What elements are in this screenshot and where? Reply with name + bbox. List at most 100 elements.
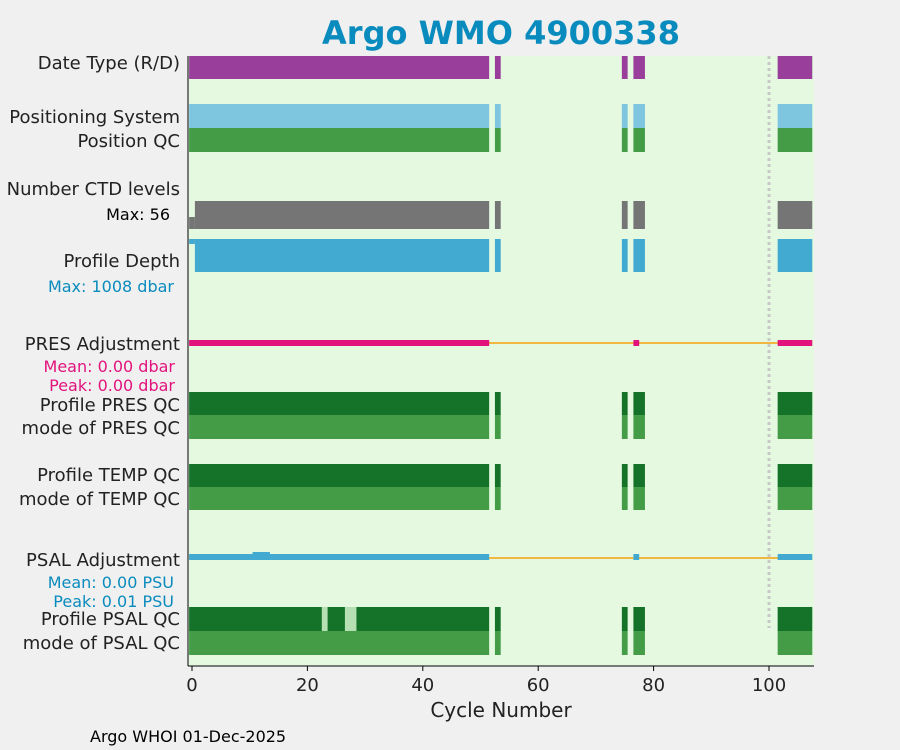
profile-pres-qc-bar-0 [189,392,490,415]
mode-temp-qc-bar-0 [189,487,490,510]
x-axis-label: Cycle Number [430,698,572,722]
ctd-bar-3 [633,201,645,229]
profile-temp-qc-bar-1 [494,464,501,487]
mode-pres-qc-bar-1 [494,415,501,439]
profile-psal-qc-light-0 [321,607,328,631]
positioning-bar-2 [621,104,628,128]
profile-psal-qc-bar-2 [621,607,628,631]
profile-pres-qc-bar-4 [777,392,813,415]
ctd-bar-4 [777,201,813,229]
mode-temp-qc-bar-4 [777,487,813,510]
date-type-bar-1 [494,56,501,79]
profile-temp-qc-bar-0 [189,464,490,487]
plot-area [188,56,814,666]
label-profile-pres-qc: Profile PRES QC [40,395,180,416]
mode-psal-qc-bar-4 [777,631,813,655]
depth-bar-0 [194,239,490,272]
date-type-bar-3 [633,56,645,79]
footer-text: Argo WHOI 01-Dec-2025 [90,727,286,746]
profile-psal-qc-bar-3 [633,607,645,631]
mode-pres-qc-bar-0 [189,415,490,439]
label-profile-depth: Profile Depth [63,251,180,272]
depth-bar-4 [777,239,813,272]
depth-small-bar [189,239,195,244]
label-date-type: Date Type (R/D) [38,53,180,74]
date-type-bar-4 [777,56,813,79]
psal-adj-bar-0 [189,554,490,560]
label-profile-temp-qc: Profile TEMP QC [37,465,180,486]
mode-psal-qc-bar-2 [621,631,628,655]
profile-pres-qc-bar-2 [621,392,628,415]
profile-temp-qc-bar-3 [633,464,645,487]
mode-temp-qc-bar-3 [633,487,645,510]
mode-temp-qc-bar-1 [494,487,501,510]
label-mode-temp-qc: mode of TEMP QC [19,489,180,510]
date-type-bar-0 [189,56,490,79]
x-tick-label-80: 80 [642,675,665,696]
profile-psal-qc-light-1 [344,607,357,631]
depth-bar-2 [621,239,628,272]
mode-psal-qc-bar-1 [494,631,501,655]
chart-title: Argo WMO 4900338 [322,14,680,52]
position-qc-bar-3 [633,128,645,152]
pres-adj-bar-1 [633,340,640,346]
profile-pres-qc-bar-1 [494,392,501,415]
label-psal-peak: Peak: 0.01 PSU [53,592,174,611]
label-pres-adjustment: PRES Adjustment [25,334,180,355]
position-qc-bar-4 [777,128,813,152]
x-tick-label-0: 0 [186,675,197,696]
ctd-bar-1 [494,201,501,229]
profile-temp-qc-bar-2 [621,464,628,487]
label-profile-psal-qc: Profile PSAL QC [41,609,180,630]
x-tick-label-100: 100 [752,675,786,696]
data-marks [189,56,813,655]
position-qc-bar-2 [621,128,628,152]
label-pres-mean: Mean: 0.00 dbar [44,357,176,376]
position-qc-bar-0 [189,128,490,152]
mode-psal-qc-bar-0 [189,631,490,655]
depth-bar-1 [494,239,501,272]
ctd-bar-2 [621,201,628,229]
positioning-bar-0 [189,104,490,128]
ctd-small-bar [189,217,195,229]
positioning-bar-3 [633,104,645,128]
ctd-bar-0 [194,201,490,229]
profile-psal-qc-bar-0 [189,607,490,631]
x-tick-label-40: 40 [411,675,434,696]
label-mode-psal-qc: mode of PSAL QC [23,633,180,654]
profile-temp-qc-bar-4 [777,464,813,487]
positioning-bar-1 [494,104,501,128]
psal-adj-bar-2 [777,554,813,560]
mode-temp-qc-bar-2 [621,487,628,510]
label-pres-peak: Peak: 0.00 dbar [49,376,175,395]
x-axis [187,56,814,667]
positioning-bar-4 [777,104,813,128]
pres-adj-bar-2 [777,340,813,346]
profile-psal-qc-bar-4 [777,607,813,631]
psal-adj-bump [252,552,270,555]
date-type-bar-2 [621,56,628,79]
x-tick-label-60: 60 [527,675,550,696]
pres-adj-bar-0 [189,340,490,346]
mode-psal-qc-bar-3 [633,631,645,655]
psal-adj-line [189,557,813,559]
label-position-qc: Position QC [77,131,180,152]
position-qc-bar-1 [494,128,501,152]
label-psal-adjustment: PSAL Adjustment [26,550,180,571]
pres-adj-line [189,342,813,344]
label-psal-mean: Mean: 0.00 PSU [48,573,174,592]
label-positioning-system: Positioning System [9,107,180,128]
mode-pres-qc-bar-2 [621,415,628,439]
label-number-ctd-levels: Number CTD levels [7,179,180,200]
label-mode-pres-qc: mode of PRES QC [22,418,180,439]
mode-pres-qc-bar-4 [777,415,813,439]
x-tick-label-20: 20 [296,675,319,696]
label-depth-max: Max: 1008 dbar [48,277,174,296]
label-ctd-max: Max: 56 [106,205,170,224]
psal-adj-bar-1 [633,554,640,560]
profile-pres-qc-bar-3 [633,392,645,415]
profile-psal-qc-bar-1 [494,607,501,631]
x-ticks: 0 20 40 60 80 100 [186,666,786,696]
depth-bar-3 [633,239,645,272]
